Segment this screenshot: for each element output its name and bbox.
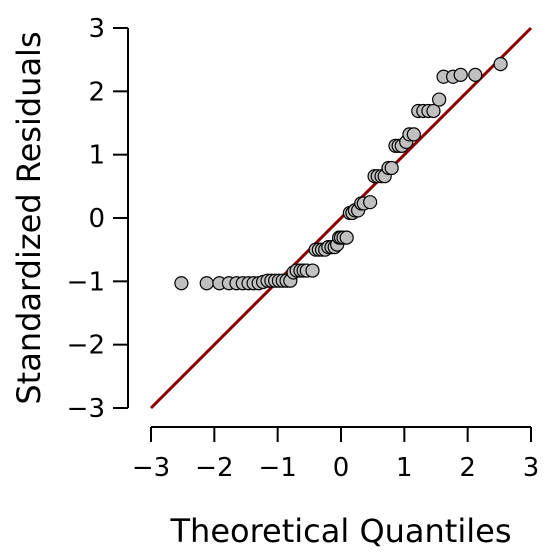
y-tick-label: 0 (88, 204, 105, 234)
x-tick-label: −2 (195, 453, 233, 483)
y-tick-label: −3 (67, 394, 105, 424)
y-tick-label: −1 (67, 267, 105, 297)
data-point (468, 67, 483, 82)
data-point (453, 67, 468, 82)
data-point (426, 103, 441, 119)
x-tick-label: 3 (523, 453, 540, 483)
data-point (339, 230, 354, 245)
x-tick-label: −1 (259, 453, 297, 483)
x-tick-label: −3 (132, 453, 170, 483)
x-axis-ticks: −3 −2 −1 0 1 2 3 (132, 427, 539, 483)
data-point (493, 56, 508, 72)
x-axis-title: Theoretical Quantiles (170, 512, 512, 550)
x-tick-label: 2 (459, 453, 476, 483)
reference-line (149, 26, 533, 410)
data-point (406, 127, 421, 142)
data-points (174, 56, 508, 291)
data-point (384, 160, 399, 176)
data-point (363, 195, 378, 210)
y-axis-title: Standardized Residuals (10, 31, 48, 404)
data-point (174, 276, 189, 291)
y-tick-label: −2 (67, 331, 105, 361)
y-tick-label: 3 (88, 14, 105, 44)
y-axis-ticks: −3 −2 −1 0 1 2 3 (67, 14, 128, 424)
x-tick-label: 0 (333, 453, 350, 483)
data-point (199, 276, 214, 291)
data-point (305, 263, 320, 278)
data-point (432, 92, 447, 107)
y-tick-label: 2 (88, 77, 105, 107)
x-tick-label: 1 (396, 453, 413, 483)
y-tick-label: 1 (88, 141, 105, 171)
